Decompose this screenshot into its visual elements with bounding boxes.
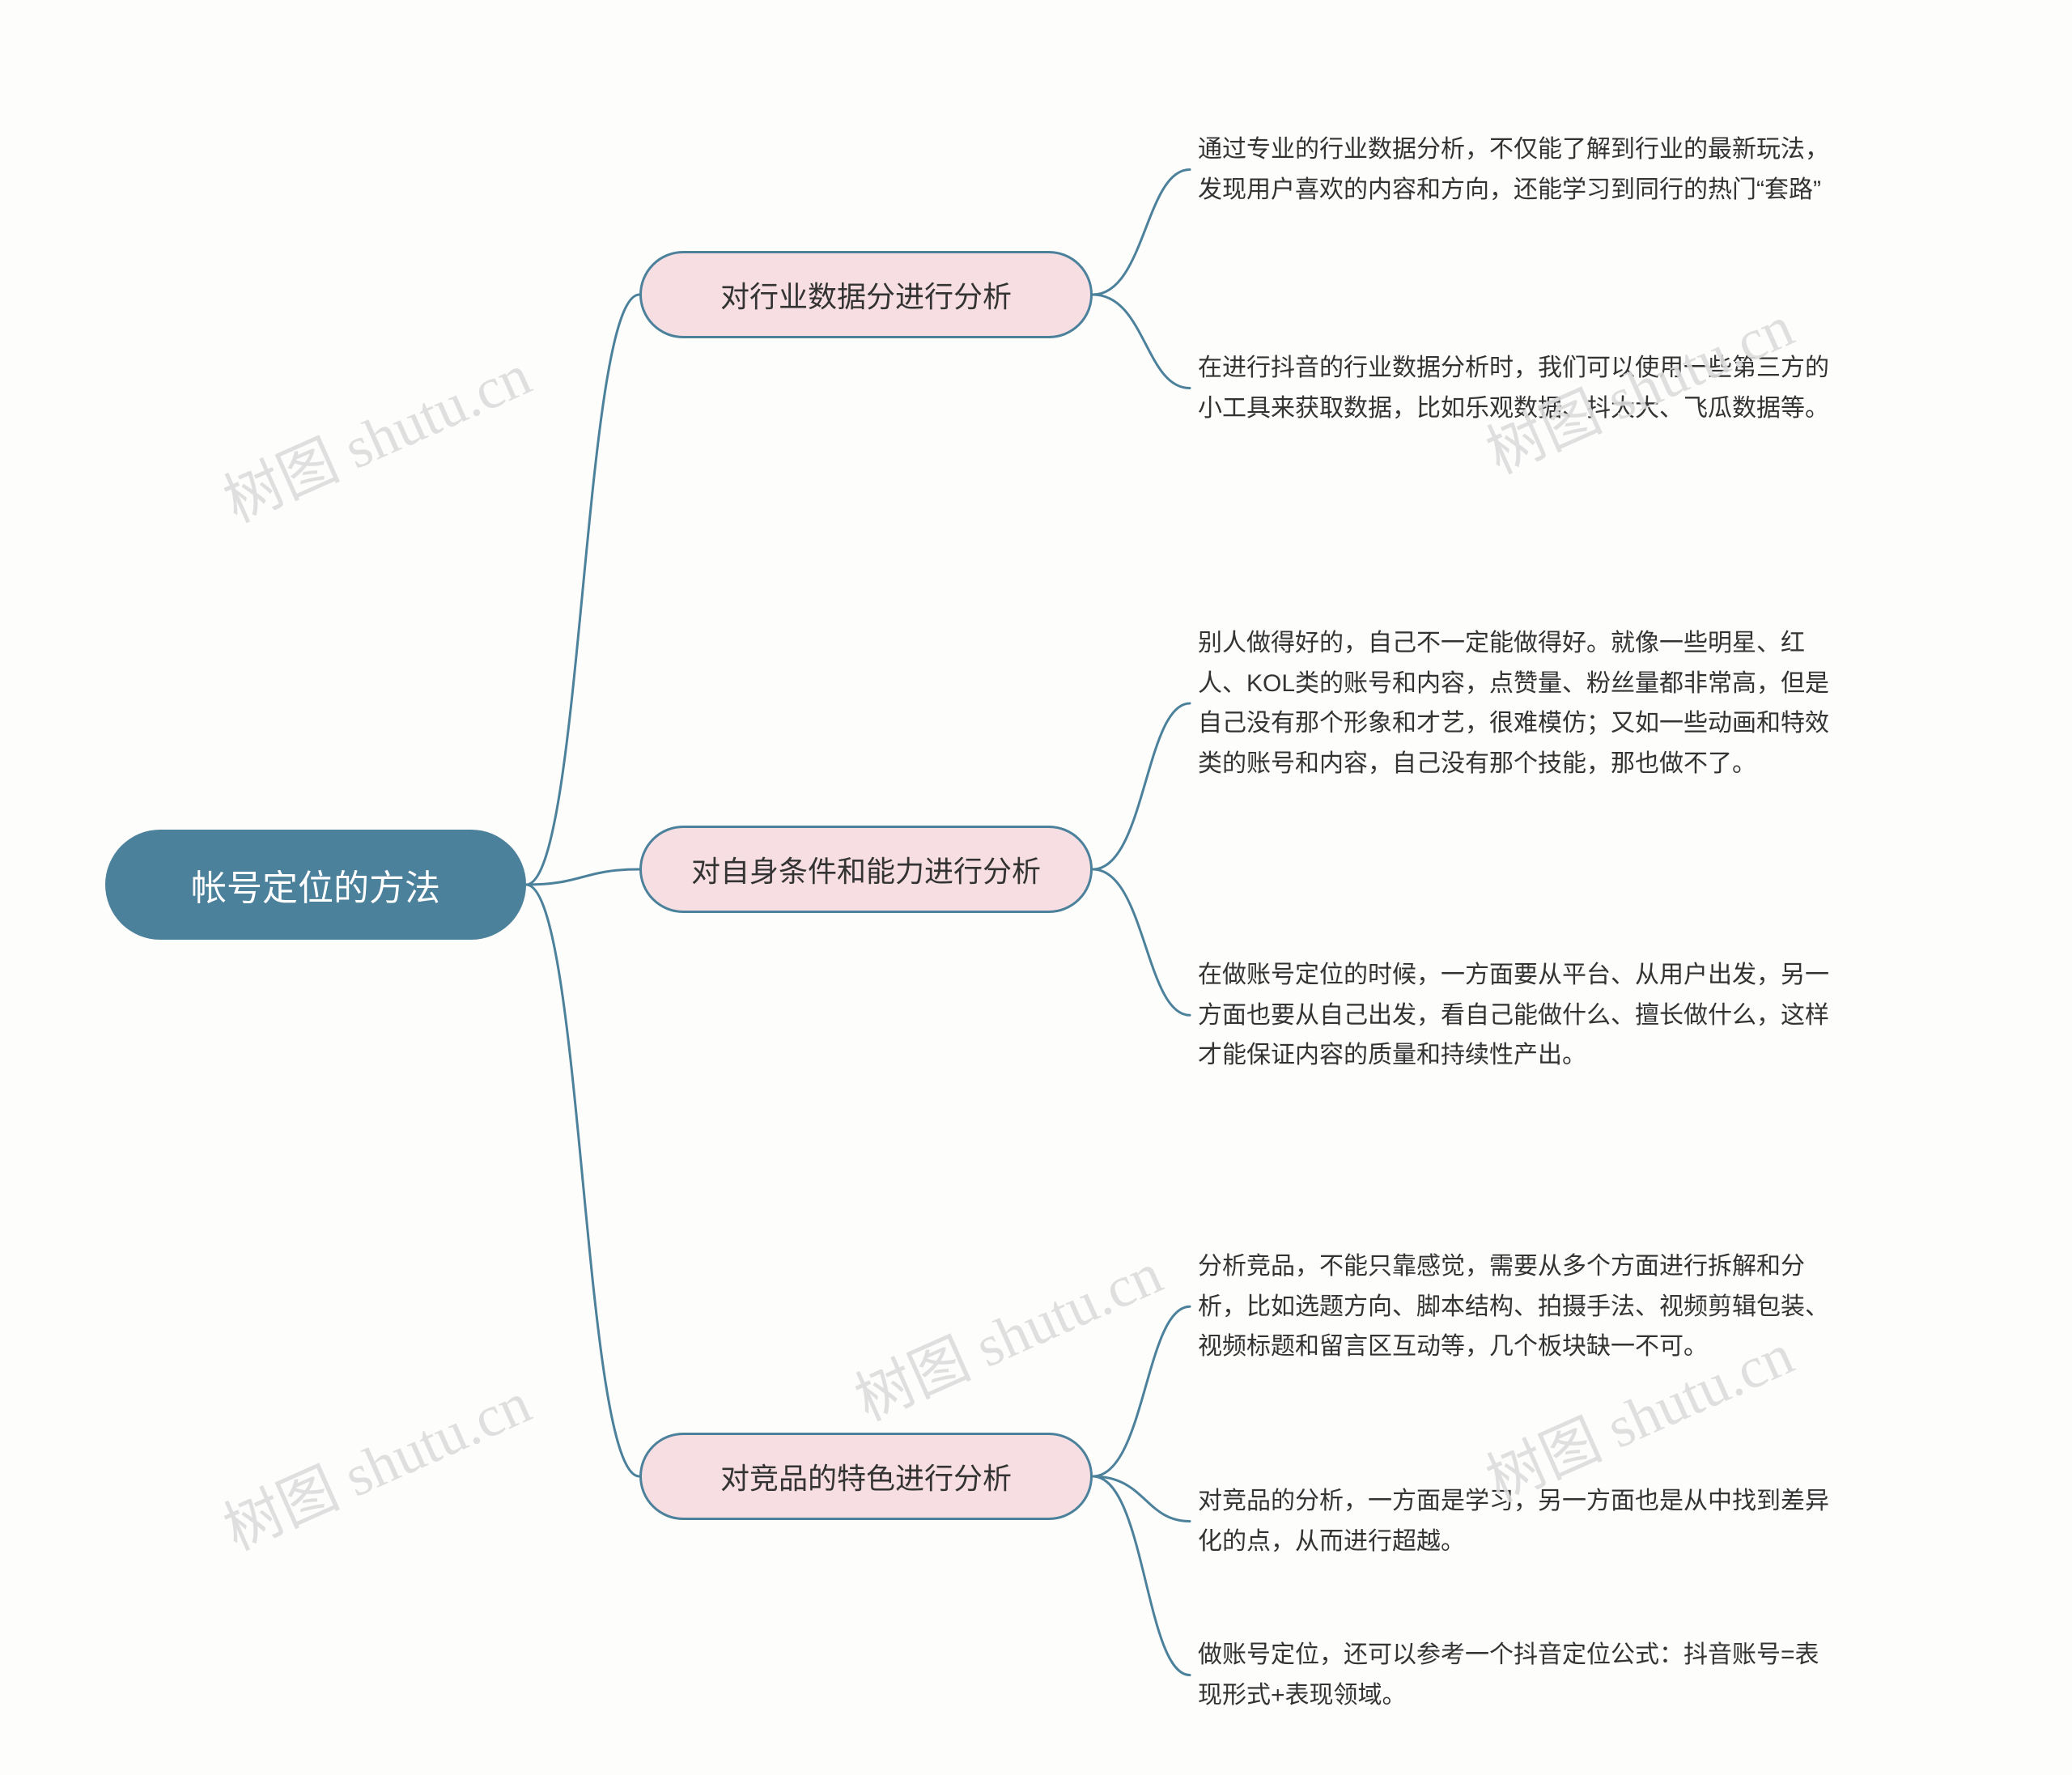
branch-label: 对自身条件和能力进行分析 [691,848,1041,890]
watermark: 树图 shutu.cn [208,328,541,538]
branch-label: 对行业数据分进行分析 [720,274,1012,316]
branch-node-1[interactable]: 对行业数据分进行分析 [639,251,1093,338]
leaf-node-1b: 在进行抖音的行业数据分析时，我们可以使用一些第三方的小工具来获取数据，比如乐观数… [1198,348,1837,428]
watermark: 树图 shutu.cn [839,1226,1173,1437]
leaf-text: 对竞品的分析，一方面是学习，另一方面也是从中找到差异化的点，从而进行超越。 [1198,1488,1829,1555]
leaf-node-3c: 做账号定位，还可以参考一个抖音定位公式：抖音账号=表现形式+表现领域。 [1198,1635,1837,1715]
leaf-text: 在进行抖音的行业数据分析时，我们可以使用一些第三方的小工具来获取数据，比如乐观数… [1198,355,1829,422]
leaf-text: 分析竞品，不能只靠感觉，需要从多个方面进行拆解和分析，比如选题方向、脚本结构、拍… [1198,1253,1829,1360]
leaf-text: 别人做得好的，自己不一定能做得好。就像一些明星、红人、KOL类的账号和内容，点赞… [1198,630,1829,777]
leaf-text: 做账号定位，还可以参考一个抖音定位公式：抖音账号=表现形式+表现领域。 [1198,1641,1819,1709]
branch-node-3[interactable]: 对竞品的特色进行分析 [639,1433,1093,1520]
leaf-text: 通过专业的行业数据分析，不仅能了解到行业的最新玩法，发现用户喜欢的内容和方向，还… [1198,136,1829,203]
root-label: 帐号定位的方法 [191,859,440,911]
leaf-text: 在做账号定位的时候，一方面要从平台、从用户出发，另一方面也要从自己出发，看自己能… [1198,962,1829,1068]
leaf-node-2a: 别人做得好的，自己不一定能做得好。就像一些明星、红人、KOL类的账号和内容，点赞… [1198,623,1837,783]
watermark: 树图 shutu.cn [208,1356,541,1566]
branch-node-2[interactable]: 对自身条件和能力进行分析 [639,826,1093,913]
root-node[interactable]: 帐号定位的方法 [105,830,526,940]
leaf-node-1a: 通过专业的行业数据分析，不仅能了解到行业的最新玩法，发现用户喜欢的内容和方向，还… [1198,130,1837,210]
leaf-node-3a: 分析竞品，不能只靠感觉，需要从多个方面进行拆解和分析，比如选题方向、脚本结构、拍… [1198,1246,1837,1367]
leaf-node-2b: 在做账号定位的时候，一方面要从平台、从用户出发，另一方面也要从自己出发，看自己能… [1198,955,1837,1076]
leaf-node-3b: 对竞品的分析，一方面是学习，另一方面也是从中找到差异化的点，从而进行超越。 [1198,1481,1837,1561]
branch-label: 对竞品的特色进行分析 [720,1455,1012,1497]
